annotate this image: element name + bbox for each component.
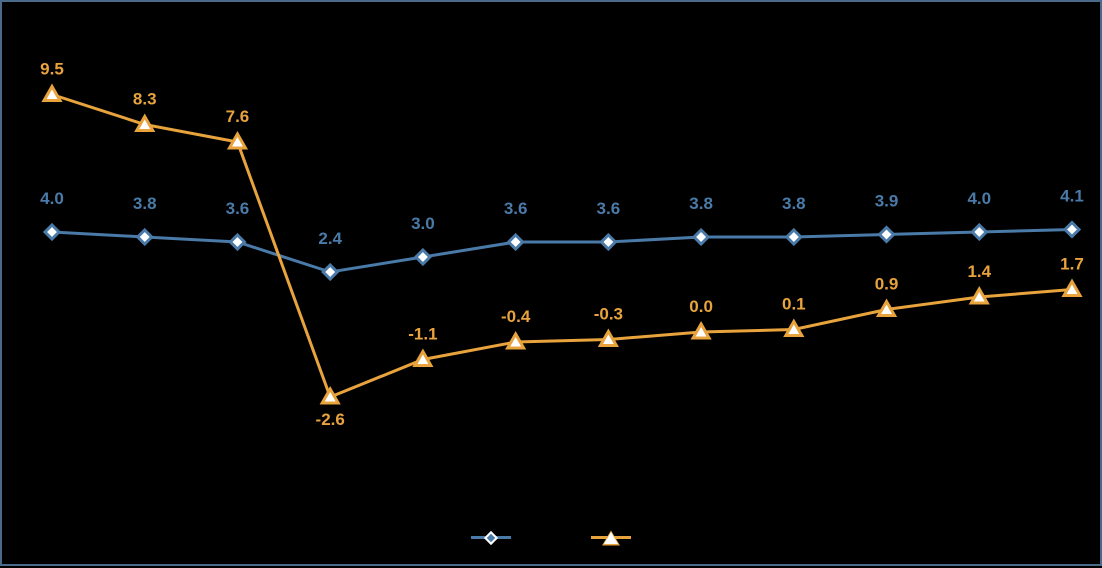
triangle-icon	[604, 532, 618, 544]
data-label: 3.9	[875, 192, 899, 211]
line-series1	[52, 230, 1072, 273]
marker-triangle	[44, 87, 60, 101]
marker-triangle	[1064, 282, 1080, 296]
data-label: 3.0	[411, 214, 435, 233]
marker-diamond	[323, 265, 337, 279]
data-label: 4.1	[1060, 187, 1084, 206]
marker-diamond	[601, 235, 615, 249]
marker-triangle	[508, 334, 524, 348]
data-label: -1.1	[408, 325, 437, 344]
data-label: 3.8	[782, 194, 806, 213]
marker-triangle	[229, 134, 245, 148]
marker-diamond	[787, 230, 801, 244]
data-label: 3.8	[133, 194, 157, 213]
legend-item-series1	[471, 536, 511, 539]
marker-diamond	[416, 250, 430, 264]
line-series2	[52, 95, 1072, 398]
marker-triangle	[786, 322, 802, 336]
marker-triangle	[600, 332, 616, 346]
marker-triangle	[137, 117, 153, 131]
data-label: 4.0	[40, 189, 64, 208]
legend-item-series2	[591, 536, 631, 539]
data-label: 3.6	[597, 199, 621, 218]
legend-line-series1	[471, 536, 511, 539]
legend	[471, 536, 631, 539]
marker-triangle	[971, 289, 987, 303]
data-label: -0.3	[594, 305, 623, 324]
data-label: 7.6	[226, 107, 250, 126]
data-label: -0.4	[501, 307, 531, 326]
marker-diamond	[138, 230, 152, 244]
data-label: 3.6	[226, 199, 250, 218]
data-label: 0.1	[782, 295, 806, 314]
data-label: 1.4	[967, 262, 991, 281]
marker-triangle	[322, 389, 338, 403]
data-label: -2.6	[316, 410, 345, 429]
marker-diamond	[880, 228, 894, 242]
marker-diamond	[972, 225, 986, 239]
marker-diamond	[509, 235, 523, 249]
data-label: 9.5	[40, 60, 64, 79]
marker-triangle	[693, 324, 709, 338]
legend-line-series2	[591, 536, 631, 539]
data-label: 8.3	[133, 90, 157, 109]
data-label: 4.0	[967, 189, 991, 208]
data-label: 2.4	[318, 229, 342, 248]
data-label: 1.7	[1060, 255, 1084, 274]
data-label: 3.8	[689, 194, 713, 213]
line-chart: 4.0 3.8 3.6 2.4 3.0 3.6 3.6 3.8 3.8 3.9 4.0 4.1 9.5 8…	[2, 2, 1102, 568]
marker-diamond	[694, 230, 708, 244]
data-label: 3.6	[504, 199, 528, 218]
marker-triangle	[879, 302, 895, 316]
data-label: 0.9	[875, 275, 899, 294]
marker-triangle	[415, 352, 431, 366]
marker-diamond	[45, 225, 59, 239]
chart-container: 4.0 3.8 3.6 2.4 3.0 3.6 3.6 3.8 3.8 3.9 4.0 4.1 9.5 8…	[0, 0, 1102, 566]
data-label: 0.0	[689, 297, 713, 316]
marker-diamond	[230, 235, 244, 249]
marker-diamond	[1065, 223, 1079, 237]
